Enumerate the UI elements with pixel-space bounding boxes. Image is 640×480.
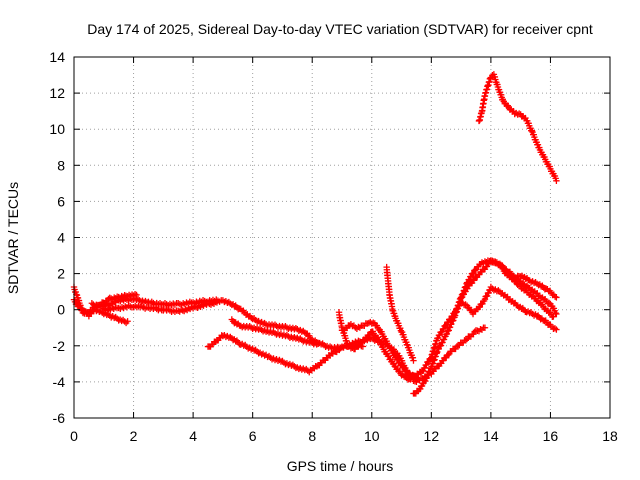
x-tick-label: 2 (130, 428, 138, 444)
y-tick-label: 6 (57, 193, 65, 209)
data-point (550, 313, 557, 320)
data-point (314, 339, 322, 347)
x-tick-label: 12 (424, 428, 440, 444)
y-tick-label: 0 (57, 302, 65, 318)
data-point (427, 355, 434, 362)
x-tick-label: 18 (602, 428, 618, 444)
gridlines (74, 57, 610, 418)
series-track-i (383, 263, 417, 364)
axes: 0 2 4 6 8 10 12 14 16 18 -6 -4 -2 0 2 4 6 8 10 12 14 (49, 49, 618, 444)
y-axis-label: SDTVAR / TECUs (5, 182, 21, 294)
data-point (303, 365, 310, 373)
y-tick-label: 8 (57, 157, 65, 173)
data-point (213, 299, 221, 306)
data-point (410, 357, 417, 364)
data-point (124, 318, 131, 325)
data-point (385, 352, 392, 360)
y-tick-label: -4 (53, 374, 66, 390)
data-point (553, 294, 560, 301)
series-track-l (410, 324, 489, 385)
y-tick-label: -6 (53, 410, 66, 426)
series-track-d (100, 298, 221, 316)
data-point (462, 337, 469, 344)
x-tick-label: 14 (483, 428, 499, 444)
data-point (552, 309, 559, 317)
data-point (481, 324, 489, 331)
chart-title: Day 174 of 2025, Sidereal Day-to-day VTE… (87, 21, 593, 37)
data-point (397, 327, 405, 334)
data-point (528, 127, 536, 134)
series-track-n (499, 265, 560, 301)
x-tick-label: 6 (249, 428, 257, 444)
data-point (551, 293, 559, 300)
x-tick-label: 16 (543, 428, 559, 444)
data-point (442, 322, 449, 330)
y-tick-label: 12 (49, 85, 65, 101)
x-tick-label: 0 (70, 428, 78, 444)
series-track-b (70, 296, 131, 327)
x-axis-label: GPS time / hours (287, 458, 394, 474)
y-tick-label: 4 (57, 230, 65, 246)
series-track-e (228, 316, 322, 348)
y-tick-label: 2 (57, 266, 65, 282)
y-tick-label: -2 (53, 338, 66, 354)
data-point (551, 325, 559, 332)
data-point (553, 326, 560, 333)
data-point (471, 266, 479, 274)
series-track-m (446, 283, 560, 333)
series-track-h (338, 318, 420, 381)
y-tick-label: 10 (49, 121, 65, 137)
y-tick-label: 14 (49, 49, 65, 65)
data-point (553, 177, 560, 184)
data-point (119, 316, 127, 324)
x-tick-label: 8 (308, 428, 316, 444)
series-track-o (475, 71, 560, 184)
data-point (545, 299, 553, 307)
x-tick-label: 10 (364, 428, 380, 444)
data-marks (70, 71, 560, 397)
x-tick-label: 4 (189, 428, 197, 444)
data-point (445, 351, 452, 359)
